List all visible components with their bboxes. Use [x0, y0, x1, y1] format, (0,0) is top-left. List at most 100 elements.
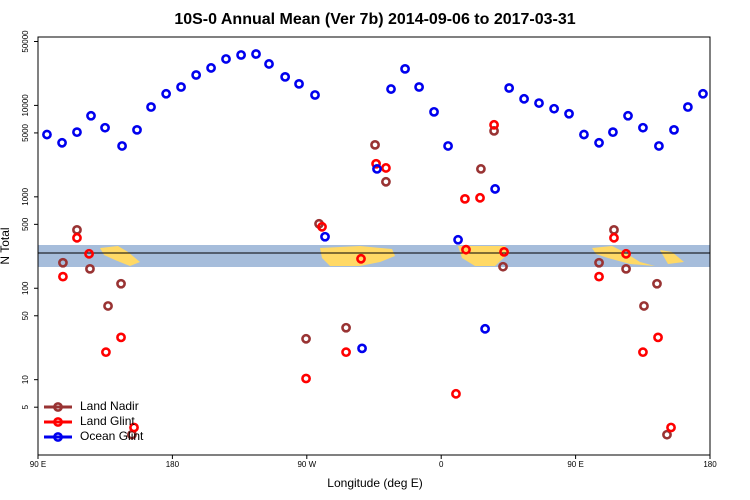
legend-marker: [53, 417, 63, 427]
point: [86, 110, 96, 121]
point: [129, 422, 139, 433]
point: [609, 224, 619, 235]
point: [176, 82, 186, 92]
point: [499, 246, 509, 257]
point: [58, 271, 68, 282]
point: [451, 388, 461, 399]
point: [443, 141, 453, 151]
point: [84, 248, 94, 259]
point: [100, 122, 110, 133]
point: [191, 70, 202, 80]
x-tick-label: 0: [439, 460, 444, 469]
point: [371, 158, 381, 169]
point: [594, 257, 604, 268]
point: [652, 278, 662, 289]
point: [72, 232, 82, 243]
point: [480, 323, 491, 334]
point: [475, 192, 485, 203]
point: [117, 141, 127, 151]
point: [549, 103, 559, 114]
y-tick-label: 10000: [21, 94, 30, 117]
point: [317, 221, 327, 232]
y-tick-label: 100: [21, 281, 30, 295]
point: [146, 102, 156, 112]
point: [236, 50, 246, 60]
y-axis-label: N Total: [0, 227, 12, 264]
point: [476, 164, 486, 174]
y-tick-label: 1000: [21, 187, 30, 205]
point: [414, 82, 424, 92]
point: [400, 63, 410, 74]
point: [301, 373, 311, 384]
point: [72, 127, 82, 138]
point: [489, 119, 499, 130]
point: [654, 141, 664, 151]
point: [453, 234, 463, 245]
map-strip: [38, 245, 710, 267]
point: [504, 83, 515, 93]
point: [621, 263, 631, 274]
point: [579, 129, 589, 140]
point: [519, 93, 529, 104]
legend-marker: [53, 402, 63, 412]
point: [638, 122, 648, 133]
x-tick-label: 180: [166, 460, 180, 469]
point: [638, 347, 648, 358]
point: [320, 231, 330, 242]
point: [101, 347, 111, 358]
point: [356, 253, 366, 264]
x-tick-label: 90 E: [30, 460, 46, 469]
y-tick-label: 500: [21, 217, 30, 231]
point: [57, 137, 67, 148]
point: [429, 106, 439, 117]
point: [653, 332, 663, 343]
point: [461, 244, 471, 255]
point: [564, 108, 574, 119]
point: [666, 422, 676, 433]
point: [58, 257, 68, 268]
point: [639, 301, 649, 311]
point: [251, 49, 261, 59]
point: [698, 88, 708, 99]
point: [381, 176, 391, 187]
point: [609, 232, 619, 243]
point: [72, 224, 82, 235]
plot-frame: [37, 36, 711, 456]
point: [594, 137, 604, 148]
x-axis-label: Longitude (deg E): [327, 476, 422, 490]
point: [301, 333, 311, 344]
point: [386, 84, 396, 94]
x-tick-label: 90 W: [297, 460, 316, 469]
point: [280, 72, 291, 82]
point: [42, 129, 52, 140]
point: [310, 90, 320, 100]
y-tick-label: 5000: [21, 123, 30, 141]
point: [103, 301, 113, 311]
point: [460, 193, 470, 204]
point: [221, 54, 231, 64]
point: [498, 261, 508, 272]
point: [264, 59, 274, 69]
point: [381, 163, 391, 173]
x-tick-label: 90 E: [567, 460, 583, 469]
point: [357, 343, 367, 354]
legend-marker: [53, 432, 63, 442]
point: [621, 248, 631, 259]
point: [534, 98, 544, 108]
point: [682, 102, 693, 112]
point: [594, 271, 604, 282]
legend-label: Land Nadir: [80, 399, 139, 413]
point: [608, 127, 618, 138]
legend-label: Land Glint: [80, 414, 135, 428]
point: [623, 110, 633, 121]
y-tick-label: 50: [21, 311, 30, 320]
point: [294, 78, 304, 89]
point: [132, 124, 142, 135]
point: [206, 63, 216, 73]
point: [85, 263, 95, 274]
y-tick-label: 10: [21, 375, 30, 384]
point: [669, 124, 679, 135]
point: [116, 278, 126, 289]
x-tick-label: 180: [703, 460, 717, 469]
